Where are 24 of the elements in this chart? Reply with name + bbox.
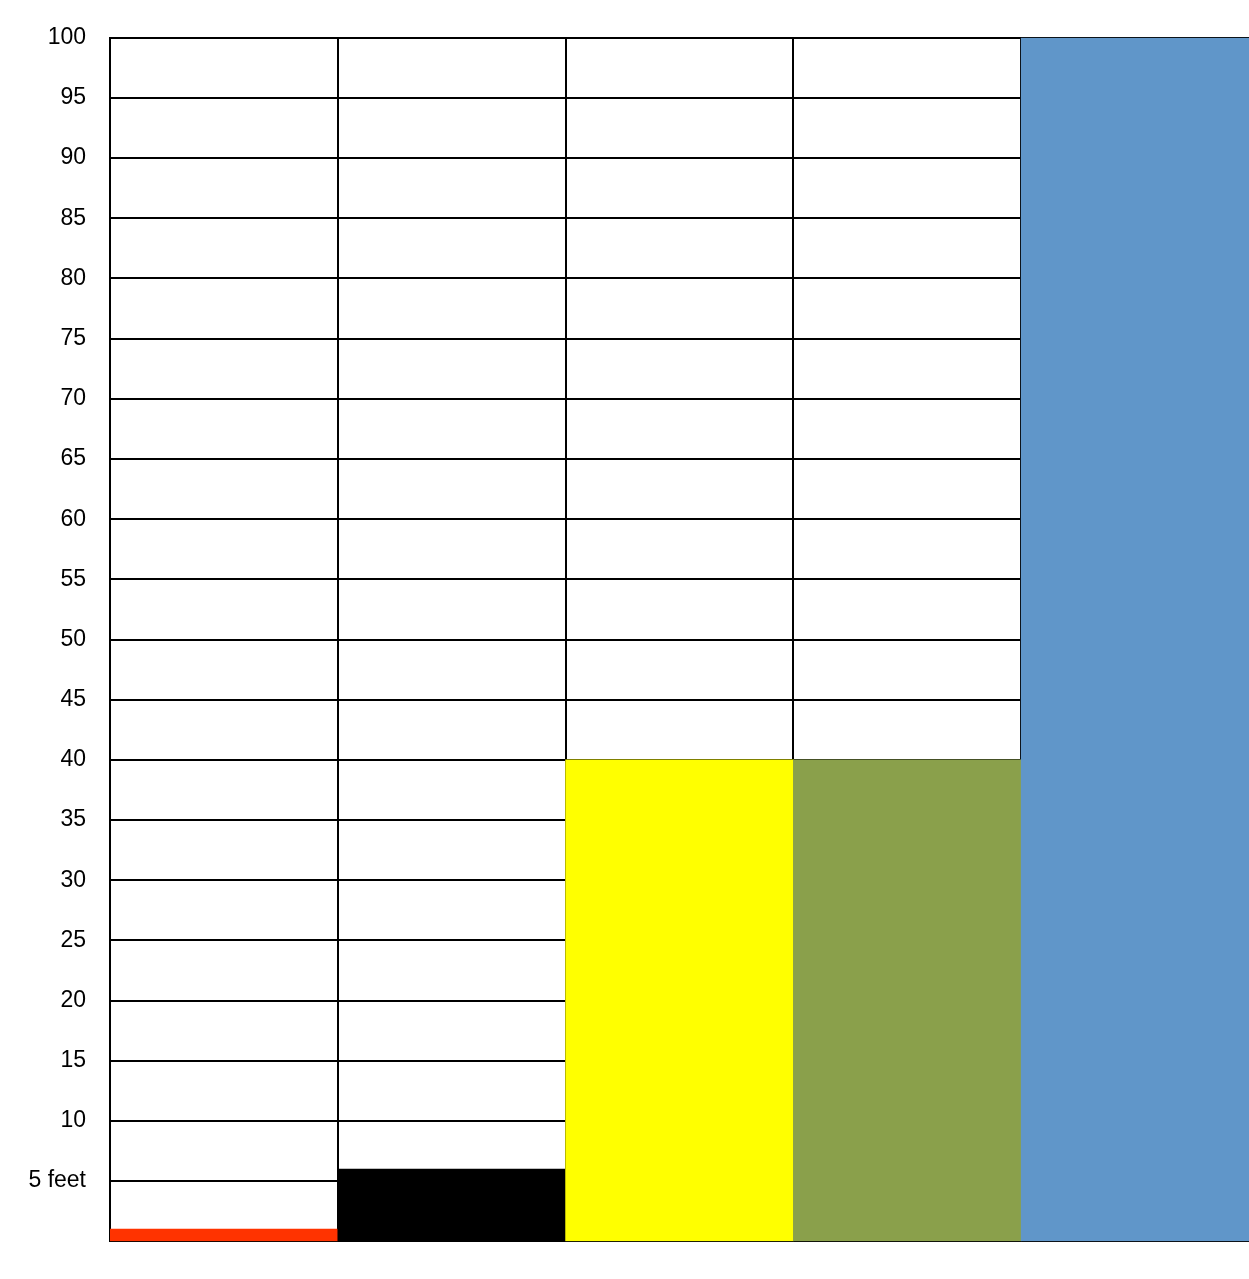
- y-tick-label: 20: [60, 985, 86, 1012]
- y-tick-label: 75: [60, 323, 86, 350]
- y-tick-label: 30: [60, 865, 86, 892]
- y-tick-label: 90: [60, 143, 86, 170]
- y-tick-label: 65: [60, 444, 86, 471]
- y-tick-label: 45: [60, 685, 86, 712]
- y-tick-label: 80: [60, 263, 86, 290]
- y-tick-label: 35: [60, 805, 86, 832]
- bar: [1020, 37, 1249, 1242]
- bar: [565, 759, 794, 1242]
- bar: [110, 1228, 339, 1242]
- y-tick-label: 15: [60, 1046, 86, 1073]
- y-tick-label: 10: [60, 1106, 86, 1133]
- y-tick-label: 40: [60, 745, 86, 772]
- y-tick-label: 85: [60, 203, 86, 230]
- y-tick-label: 50: [60, 624, 86, 651]
- y-tick-label: 5 feet: [28, 1166, 87, 1193]
- y-tick-label: 95: [60, 83, 86, 110]
- y-tick-label: 25: [60, 925, 86, 952]
- y-tick-label: 100: [47, 23, 86, 50]
- y-tick-label: 55: [60, 564, 86, 591]
- y-tick-label: 70: [60, 384, 86, 411]
- y-tick-label: 60: [60, 504, 86, 531]
- bar: [793, 759, 1022, 1242]
